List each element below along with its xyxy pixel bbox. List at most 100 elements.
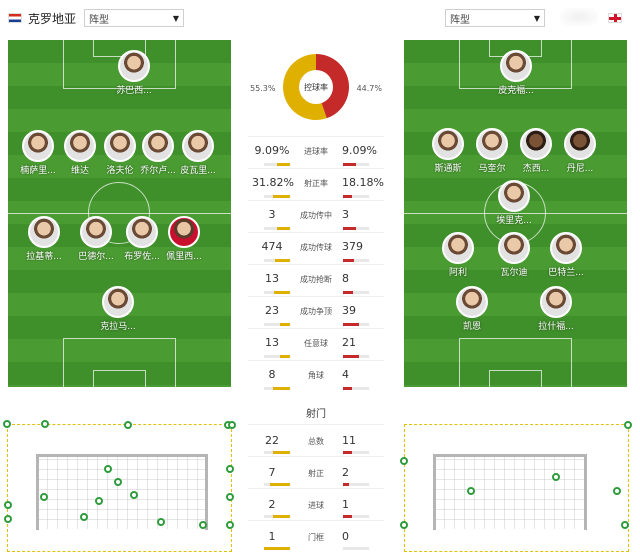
goal-net bbox=[38, 457, 206, 529]
shot-marker bbox=[400, 521, 408, 529]
player-card[interactable]: 布罗佐... bbox=[116, 216, 168, 262]
player-card[interactable]: 拉什福... bbox=[530, 286, 582, 332]
player-card[interactable]: 苏巴西... bbox=[108, 50, 160, 96]
stat-away-value: 8 bbox=[342, 272, 349, 285]
player-card[interactable]: 埃里克... bbox=[488, 180, 540, 226]
stat-home-bar-track bbox=[264, 355, 290, 358]
stat-away-value: 2 bbox=[342, 466, 349, 479]
stat-home-bar bbox=[273, 195, 290, 198]
player-card[interactable]: 维达 bbox=[54, 130, 106, 176]
shot-marker bbox=[130, 491, 138, 499]
player-name: 拉什福... bbox=[538, 322, 574, 332]
possession-pie bbox=[283, 54, 349, 120]
stat-row: 7 射正 2 bbox=[248, 456, 384, 488]
chevron-down-icon: ▼ bbox=[172, 13, 179, 23]
player-name: 楠萨里... bbox=[20, 166, 56, 176]
stat-home-bar bbox=[277, 227, 290, 230]
goal-net bbox=[435, 457, 585, 529]
stat-label: 成功抢断 bbox=[300, 275, 332, 284]
player-name: 瓦尔迪 bbox=[500, 268, 528, 278]
stat-row: 1 门框 0 bbox=[248, 520, 384, 552]
player-name: 杰西... bbox=[522, 164, 550, 174]
shot-marker bbox=[3, 420, 11, 428]
player-card[interactable]: 瓦尔迪 bbox=[488, 232, 540, 278]
player-card[interactable]: 马奎尔 bbox=[466, 128, 518, 174]
player-avatar bbox=[498, 232, 530, 264]
stat-away-bar-track bbox=[343, 163, 369, 166]
player-card[interactable]: 皮克福... bbox=[490, 50, 542, 96]
shot-marker bbox=[95, 497, 103, 505]
stat-label: 任意球 bbox=[304, 339, 328, 348]
croatia-flag-icon bbox=[8, 13, 22, 23]
player-name: 巴特兰... bbox=[548, 268, 584, 278]
player-card[interactable]: 杰西... bbox=[510, 128, 562, 174]
home-formation-select[interactable]: 阵型 ▼ bbox=[84, 9, 184, 27]
stat-away-value: 1 bbox=[342, 498, 349, 511]
stat-home-bar bbox=[274, 291, 290, 294]
away-formation-label: 阵型 bbox=[450, 14, 470, 26]
player-name: 巴德尔... bbox=[78, 252, 114, 262]
possession-chart: 55.3% 控球率 44.7% bbox=[248, 40, 384, 136]
stat-home-value: 23 bbox=[265, 304, 279, 317]
stat-label: 成功争顶 bbox=[300, 307, 332, 316]
shot-marker bbox=[624, 421, 632, 429]
shot-marker bbox=[4, 515, 12, 523]
player-avatar bbox=[442, 232, 474, 264]
player-avatar bbox=[118, 50, 150, 82]
shot-marker bbox=[226, 521, 234, 529]
shot-marker bbox=[104, 465, 112, 473]
player-avatar bbox=[64, 130, 96, 162]
stat-away-bar bbox=[343, 163, 356, 166]
player-card[interactable]: 阿利 bbox=[432, 232, 484, 278]
player-avatar bbox=[520, 128, 552, 160]
player-card[interactable]: 凯恩 bbox=[446, 286, 498, 332]
shot-marker bbox=[80, 513, 88, 521]
stat-away-value: 21 bbox=[342, 336, 356, 349]
possession-away-pct: 44.7% bbox=[356, 84, 382, 93]
stat-away-bar bbox=[343, 483, 349, 486]
shot-marker bbox=[4, 501, 12, 509]
player-card[interactable]: 巴特兰... bbox=[540, 232, 592, 278]
shot-marker bbox=[226, 493, 234, 501]
stat-home-bar bbox=[277, 163, 290, 166]
penalty-box-line bbox=[459, 40, 572, 89]
player-card[interactable]: 斯通斯 bbox=[422, 128, 474, 174]
stat-home-bar bbox=[280, 355, 290, 358]
player-name: 马奎尔 bbox=[478, 164, 506, 174]
stat-row: 474 成功传球 379 bbox=[248, 232, 384, 264]
stat-row: 23 成功争顶 39 bbox=[248, 296, 384, 328]
stat-away-bar-track bbox=[343, 259, 369, 262]
stat-home-bar bbox=[270, 483, 290, 486]
shot-marker bbox=[467, 487, 475, 495]
player-card[interactable]: 拉基蒂... bbox=[18, 216, 70, 262]
stat-away-value: 11 bbox=[342, 434, 356, 447]
goal-frame bbox=[433, 454, 587, 530]
goal-box-line bbox=[489, 370, 542, 387]
shot-marker bbox=[114, 478, 122, 486]
player-card[interactable]: 克拉马... bbox=[92, 286, 144, 332]
player-card[interactable]: 乔尔卢... bbox=[132, 130, 184, 176]
stat-away-bar bbox=[343, 291, 353, 294]
home-formation-label: 阵型 bbox=[89, 14, 109, 26]
player-card[interactable]: 皮瓦里... bbox=[172, 130, 224, 176]
stat-label: 射正 bbox=[308, 469, 324, 478]
stat-away-bar bbox=[343, 259, 354, 262]
stat-label: 成功传中 bbox=[300, 211, 332, 220]
stat-away-bar bbox=[343, 387, 352, 390]
player-card[interactable]: 丹尼... bbox=[554, 128, 606, 174]
player-card[interactable]: 洛夫伦 bbox=[94, 130, 146, 176]
player-card[interactable]: 佩里西... bbox=[158, 216, 210, 262]
stat-away-bar-track bbox=[343, 195, 369, 198]
stat-away-bar bbox=[343, 195, 352, 198]
away-formation-select[interactable]: 阵型 ▼ bbox=[445, 9, 545, 27]
stat-row: 3 成功传中 3 bbox=[248, 200, 384, 232]
player-name: 苏巴西... bbox=[116, 86, 152, 96]
player-name: 埃里克... bbox=[496, 216, 532, 226]
stat-home-value: 3 bbox=[268, 208, 276, 221]
player-card[interactable]: 巴德尔... bbox=[70, 216, 122, 262]
player-card[interactable]: 楠萨里... bbox=[12, 130, 64, 176]
home-shot-map bbox=[3, 420, 236, 552]
player-name: 丹尼... bbox=[566, 164, 594, 174]
player-avatar bbox=[476, 128, 508, 160]
player-name: 凯恩 bbox=[462, 322, 481, 332]
